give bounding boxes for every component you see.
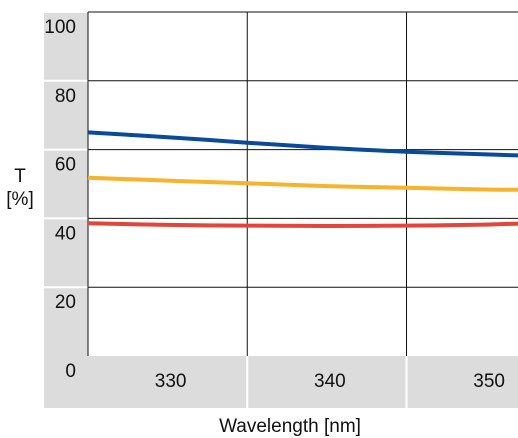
series-lines bbox=[87, 130, 518, 229]
y-tick-label: 20 bbox=[55, 292, 76, 313]
series-line-2 bbox=[87, 175, 518, 192]
x-tick-label: 350 bbox=[473, 371, 505, 392]
y-tick-label: 100 bbox=[44, 17, 76, 38]
axis-bands bbox=[44, 12, 518, 408]
x-tick-labels: 330 340 350 bbox=[155, 371, 505, 392]
gridlines bbox=[44, 11, 518, 408]
y-tick-label: 0 bbox=[65, 361, 76, 382]
series-line-3 bbox=[87, 221, 518, 229]
y-axis-title-line2: [%] bbox=[6, 189, 33, 210]
y-axis-title-line1: T bbox=[14, 166, 26, 187]
y-axis-band bbox=[44, 12, 88, 408]
y-tick-label: 80 bbox=[55, 86, 76, 107]
x-axis-band bbox=[44, 356, 518, 408]
series-line-1 bbox=[87, 130, 518, 158]
y-tick-label: 60 bbox=[55, 155, 76, 176]
x-tick-label: 330 bbox=[155, 371, 187, 392]
x-axis-title: Wavelength [nm] bbox=[219, 416, 361, 437]
x-tick-label: 340 bbox=[314, 371, 346, 392]
y-tick-labels: 0 20 40 60 80 100 bbox=[44, 17, 76, 382]
y-tick-label: 40 bbox=[55, 223, 76, 244]
